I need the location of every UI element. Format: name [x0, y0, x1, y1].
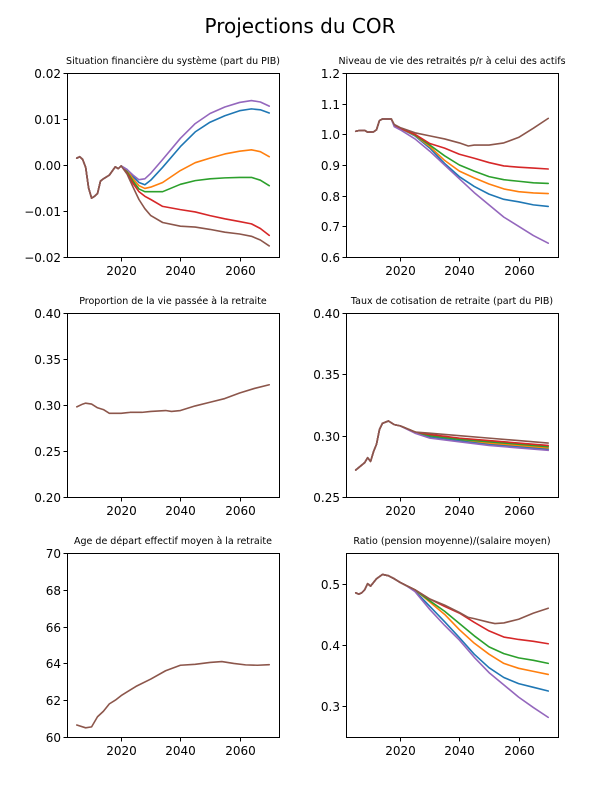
- y-tick-label: 0.25: [34, 445, 61, 459]
- x-tick-label: 2040: [444, 504, 475, 518]
- y-tick-label: 0.20: [34, 491, 61, 505]
- series-line-brown: [354, 420, 550, 471]
- y-tick-label: 70: [46, 547, 61, 561]
- subplot-title: Taux de cotisation de retraite (part du …: [350, 296, 553, 307]
- subplot-title: Niveau de vie des retraités p/r à celui …: [338, 56, 565, 67]
- y-tick-label: 1.1: [321, 98, 340, 112]
- subplot-ratio-pension: Ratio (pension moyenne)/(salaire moyen) 2…: [321, 536, 559, 758]
- y-tick-label: 0.00: [34, 159, 61, 173]
- y-tick-label: 0.02: [34, 67, 61, 81]
- series-group: [354, 573, 550, 719]
- axes-frame: [67, 553, 280, 738]
- y-tick-label: −0.01: [24, 205, 61, 219]
- x-tick-label: 2040: [165, 264, 196, 278]
- subplot-title: Situation financière du système (part du…: [66, 56, 280, 67]
- y-tick-label: 0.40: [313, 307, 340, 321]
- x-tick-label: 2060: [504, 504, 535, 518]
- y-tick-label: 0.5: [321, 578, 340, 592]
- y-tick-label: 0.01: [34, 113, 61, 127]
- y-tick-label: 66: [46, 621, 61, 635]
- y-tick-label: 64: [46, 657, 61, 671]
- y-tick-label: 62: [46, 694, 61, 708]
- subplot-title: Ratio (pension moyenne)/(salaire moyen): [353, 536, 550, 547]
- series-group: [75, 660, 271, 729]
- subplot-title: Proportion de la vie passée à la retrait…: [79, 296, 267, 307]
- series-group: [354, 420, 550, 471]
- x-tick-label: 2020: [385, 264, 416, 278]
- y-tick-label: 0.3: [321, 700, 340, 714]
- y-tick-label: 0.30: [34, 399, 61, 413]
- y-tick-label: 0.4: [321, 639, 340, 653]
- series-group: [75, 99, 271, 247]
- series-group: [354, 117, 550, 244]
- x-tick-label: 2060: [225, 504, 256, 518]
- subplot-taux-cotisation: Taux de cotisation de retraite (part du …: [313, 296, 559, 518]
- y-tick-label: 0.40: [34, 307, 61, 321]
- figure-title: Projections du COR: [204, 14, 395, 38]
- y-tick-label: 0.8: [321, 190, 340, 204]
- x-tick-label: 2060: [225, 744, 256, 758]
- x-tick-label: 2040: [444, 264, 475, 278]
- series-line-brown: [354, 117, 550, 147]
- series-line-brown: [75, 660, 271, 729]
- y-tick-label: 0.9: [321, 159, 340, 173]
- x-tick-label: 2020: [106, 744, 137, 758]
- x-tick-label: 2060: [504, 264, 535, 278]
- y-tick-label: 60: [46, 731, 61, 745]
- y-tick-label: 0.7: [321, 220, 340, 234]
- subplot-title: Age de départ effectif moyen à la retrai…: [74, 536, 272, 547]
- y-tick-label: 0.30: [313, 430, 340, 444]
- series-line-brown: [75, 383, 271, 415]
- x-tick-label: 2020: [385, 504, 416, 518]
- y-tick-label: 1.0: [321, 128, 340, 142]
- x-tick-label: 2020: [106, 504, 137, 518]
- subplot-age-depart: Age de départ effectif moyen à la retrai…: [46, 536, 280, 758]
- x-tick-label: 2060: [504, 744, 535, 758]
- series-line-brown: [354, 573, 550, 625]
- y-tick-label: 0.35: [34, 353, 61, 367]
- subplots: Situation financière du système (part du…: [24, 56, 565, 758]
- y-tick-label: 68: [46, 584, 61, 598]
- x-tick-label: 2040: [165, 744, 196, 758]
- y-tick-label: 0.35: [313, 368, 340, 382]
- x-tick-label: 2020: [106, 264, 137, 278]
- y-tick-label: −0.02: [24, 251, 61, 265]
- subplot-niveau-vie: Niveau de vie des retraités p/r à celui …: [321, 56, 566, 278]
- x-tick-label: 2020: [385, 744, 416, 758]
- x-tick-label: 2040: [165, 504, 196, 518]
- subplot-finance: Situation financière du système (part du…: [24, 56, 280, 278]
- series-group: [75, 383, 271, 415]
- y-tick-label: 0.25: [313, 491, 340, 505]
- x-tick-label: 2060: [225, 264, 256, 278]
- y-tick-label: 0.6: [321, 251, 340, 265]
- axes-frame: [346, 313, 559, 498]
- x-tick-label: 2040: [444, 744, 475, 758]
- subplot-proportion-vie: Proportion de la vie passée à la retrait…: [34, 296, 280, 518]
- y-tick-label: 1.2: [321, 67, 340, 81]
- series-line-brown: [75, 155, 271, 247]
